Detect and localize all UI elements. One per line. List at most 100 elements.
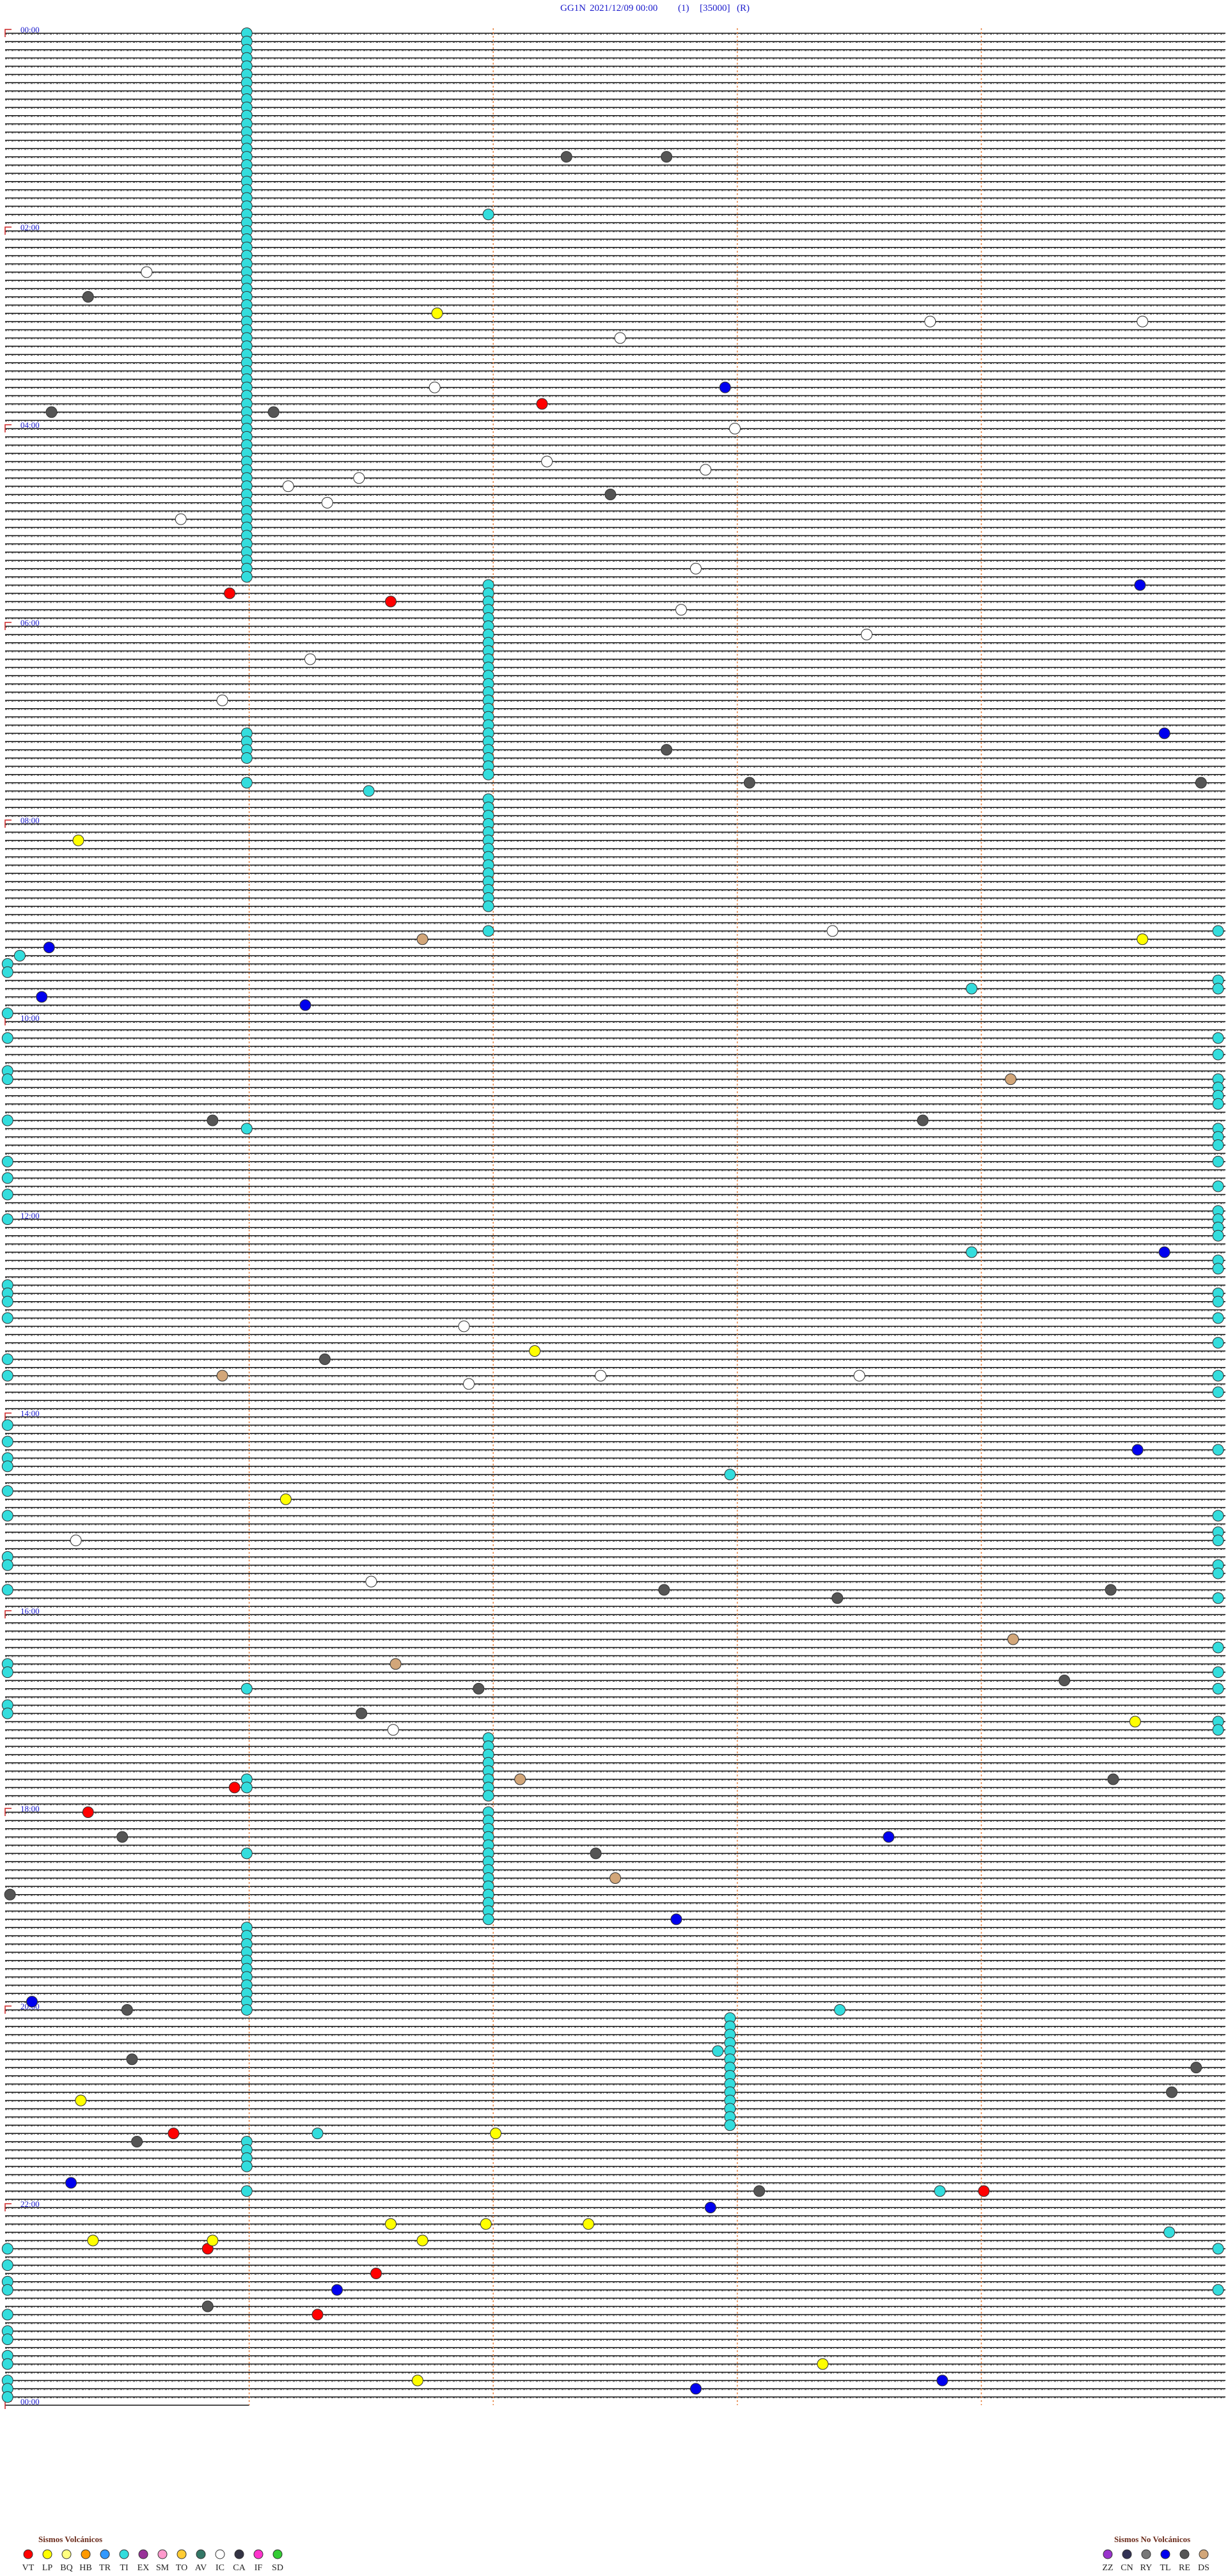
event [1212,1295,1224,1308]
event [743,777,755,789]
event [1212,1032,1224,1044]
event [1212,983,1224,995]
event [168,2128,180,2140]
event [387,1724,399,1736]
event [753,2185,766,2197]
event [700,464,712,476]
event [1212,1048,1224,1061]
gain: [35000] [700,3,730,13]
event [1007,1633,1019,1645]
event [207,1114,219,1126]
legend-code: SM [156,2563,169,2573]
event [240,2004,253,2016]
event [1134,579,1146,591]
event [356,1707,368,1719]
event [1,2259,13,2272]
event [817,2358,829,2370]
hour-bracket [4,2005,12,2014]
hour-label: 04:00 [20,420,40,430]
event [1059,1675,1071,1686]
event [936,2375,949,2387]
event [228,1782,240,1794]
event [1,1435,13,1448]
event [675,604,688,616]
event [1,2334,13,2345]
event [1,2391,13,2403]
event [1212,1229,1224,1242]
event [1,1370,13,1382]
legend-code: IC [216,2563,224,2573]
event [1212,1592,1224,1604]
channel: (1) [678,3,689,13]
event [390,1658,402,1670]
event [719,381,731,393]
event [1,1584,13,1596]
event [536,398,548,410]
event [416,2234,429,2247]
event [966,1246,978,1258]
event [370,2268,382,2279]
event [1158,1246,1170,1258]
event [82,291,94,303]
event [1,2243,13,2255]
hour-bracket [4,1610,12,1618]
legend-code: SD [272,2563,283,2573]
event [861,628,873,640]
event [207,2234,219,2247]
event [4,1888,16,1900]
legend-swatch [253,2549,264,2559]
event [282,480,294,493]
event [13,950,26,961]
event [1,1353,13,1365]
event [304,653,316,665]
event [473,1682,485,1695]
hour-label: 12:00 [20,1211,40,1221]
legend-swatch [42,2549,52,2559]
legend-code: EX [138,2563,150,2573]
event [411,2375,423,2387]
hour-bracket [4,29,12,37]
event [1212,1155,1224,1167]
event [1212,1535,1224,1547]
event [1212,1098,1224,1110]
event [1212,1444,1224,1456]
event [1212,1510,1224,1522]
event [463,1378,475,1390]
legend-code: CA [233,2563,246,2573]
legend-code: BQ [60,2563,72,2573]
event [416,933,429,945]
event [658,1584,670,1596]
event [216,1370,228,1382]
event [1212,2284,1224,2296]
legend-code: DS [1198,2563,1209,2573]
event [279,1493,292,1505]
legend-swatch [1199,2549,1209,2559]
legend-swatch [138,2549,148,2559]
hour-label: 06:00 [20,618,40,628]
event [1212,1263,1224,1275]
hour-label: 14:00 [20,1409,40,1418]
legend-swatch [177,2549,187,2559]
event [299,999,311,1011]
event [1,1419,13,1431]
hour-label: 02:00 [20,223,40,232]
event [917,1114,929,1126]
event [43,942,55,954]
event [482,768,494,780]
event [240,1847,253,1860]
event [72,834,84,846]
event [712,2045,724,2057]
hour-bracket [4,622,12,630]
legend-code: RY [1140,2563,1153,2573]
event [670,1913,682,1925]
event [1,1213,13,1225]
event [482,900,494,912]
event [966,983,978,995]
event [240,1123,253,1135]
event [116,1831,129,1843]
event [240,752,253,764]
hour-label: 08:00 [20,816,40,825]
event [728,423,741,434]
event [26,1996,38,2008]
event [1212,2243,1224,2255]
